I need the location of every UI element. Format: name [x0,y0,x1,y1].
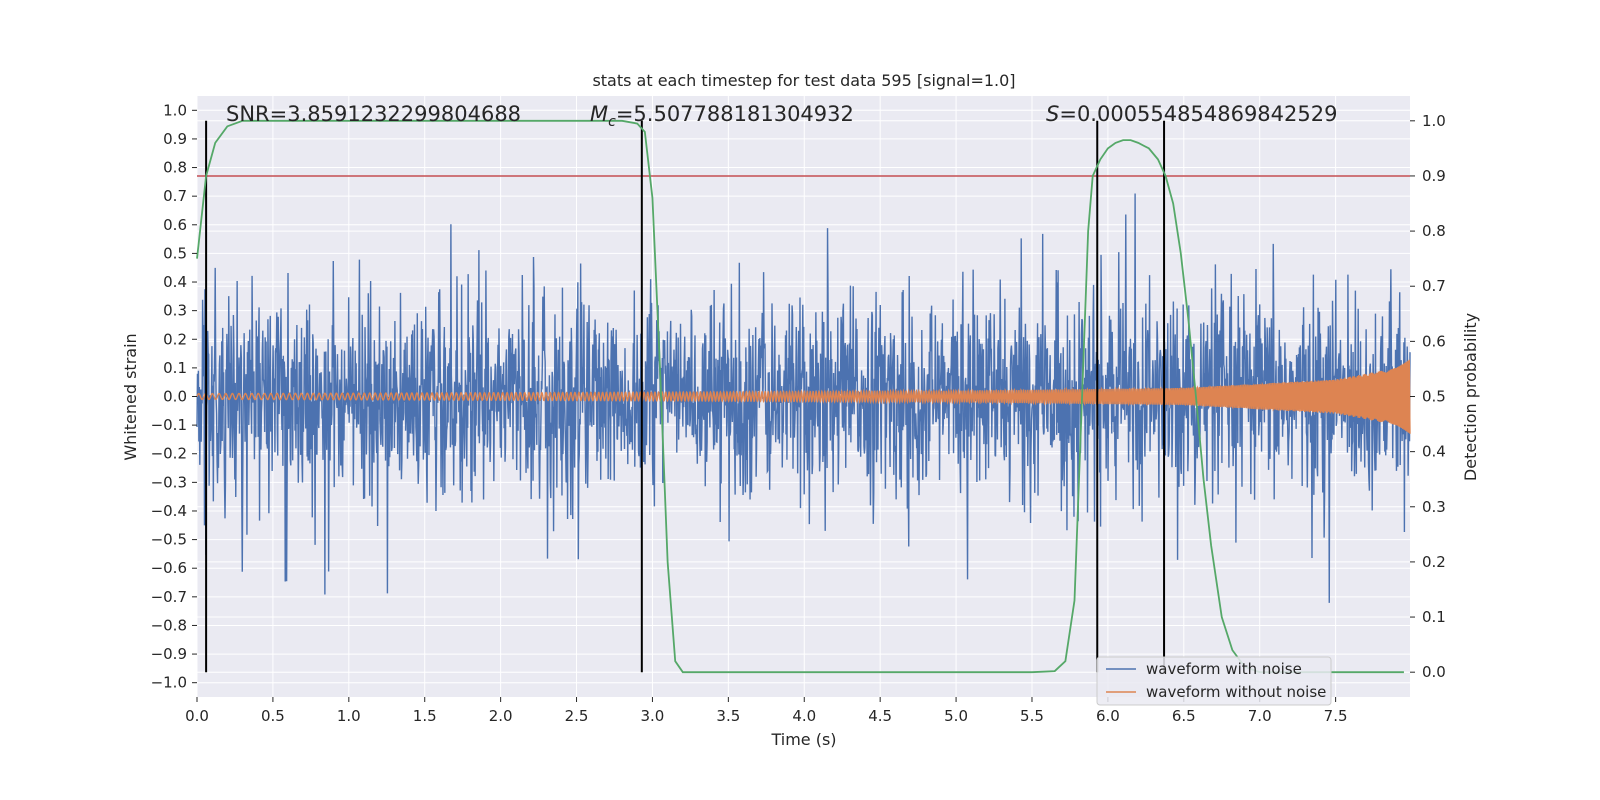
chirp-mass-symbol: M [590,102,608,126]
x-tick-label: 2.0 [489,707,513,725]
y-tick-label: 0.1 [163,359,187,377]
y-right-tick-label: 0.0 [1422,663,1446,681]
x-tick-label: 0.0 [185,707,209,725]
y-tick-label: 0.3 [163,302,187,320]
series-waveform-without-noise [196,359,1411,434]
chart-title: stats at each timestep for test data 595… [592,71,1015,90]
y-right-tick-label: 0.2 [1422,553,1446,571]
x-tick-label: 1.0 [337,707,361,725]
legend-box [1096,656,1332,706]
x-tick-label: 7.5 [1324,707,1348,725]
y-tick-label: 0.2 [163,330,187,348]
x-tick-label: 6.5 [1172,707,1196,725]
chirp-mass-value: =5.507788181304932 [616,102,854,126]
y-axis-right-label: Detection probability [1461,313,1480,481]
s-symbol: S [1046,102,1059,126]
y-right-tick-label: 0.9 [1422,167,1446,185]
y-tick-label: −0.2 [151,445,187,463]
y-tick-label: −0.1 [151,416,187,434]
x-axis-label: Time (s) [770,730,836,749]
legend-label-waveform-with-noise: waveform with noise [1146,660,1302,678]
y-right-tick-label: 0.6 [1422,332,1446,350]
probability-line [196,119,1404,674]
y-right-tick-label: 1.0 [1422,112,1446,130]
y-tick-label: 1.0 [163,101,187,119]
x-tick-label: 2.5 [565,707,589,725]
snr-annotation: SNR=3.8591232299804688 [226,102,521,126]
y-tick-label: 0.7 [163,187,187,205]
x-tick-label: 3.5 [716,707,740,725]
y-tick-label: −0.9 [151,645,187,663]
y-tick-label: −0.7 [151,588,187,606]
y-tick-label: −1.0 [151,674,187,692]
y-tick-label: 0.5 [163,244,187,262]
x-tick-label: 3.0 [641,707,665,725]
y-tick-label: −0.8 [151,616,187,634]
y-tick-label: −0.3 [151,473,187,491]
y-tick-label: 0.4 [163,273,187,291]
y-tick-label: 0.6 [163,216,187,234]
chirp-mass-subscript: c [608,114,616,130]
chirp-mass-annotation: Mc=5.507788181304932 [590,102,854,130]
y-right-tick-label: 0.5 [1422,388,1446,406]
y-tick-label: 0.9 [163,130,187,148]
y-tick-label: 0.8 [163,159,187,177]
x-tick-label: 4.5 [868,707,892,725]
s-value: =0.000554854869842529 [1059,102,1337,126]
noise-waveform-line [196,193,1411,603]
y-right-tick-label: 0.4 [1422,443,1446,461]
x-tick-label: 4.0 [792,707,816,725]
legend: waveform with noise waveform without noi… [1096,656,1332,706]
y-tick-label: −0.6 [151,559,187,577]
x-tick-label: 0.5 [261,707,285,725]
x-tick-label: 7.0 [1248,707,1272,725]
y-right-tick-label: 0.8 [1422,222,1446,240]
ticks: 0.0 0.5 1.0 1.5 2.0 2.5 3.0 3.5 4.0 4.5 5.0 5.5 6.0 6… [151,101,1446,725]
x-tick-label: 1.5 [413,707,437,725]
y-tick-label: −0.4 [151,502,187,520]
y-right-tick-label: 0.7 [1422,277,1446,295]
vertical-markers [205,120,1166,673]
s-annotation: S=0.000554854869842529 [1046,102,1337,126]
y-right-tick-label: 0.1 [1422,608,1446,626]
legend-label-waveform-without-noise: waveform without noise [1146,683,1326,701]
series-detection-probability [196,119,1404,674]
series-waveform-with-noise [196,193,1411,603]
y-tick-label: −0.5 [151,531,187,549]
y-axis-label: Whitened strain [121,333,140,460]
x-tick-label: 5.5 [1020,707,1044,725]
clean-waveform-line [196,359,1411,434]
y-tick-label: 0.0 [163,388,187,406]
x-tick-label: 5.0 [944,707,968,725]
y-right-tick-label: 0.3 [1422,498,1446,516]
x-tick-label: 6.0 [1096,707,1120,725]
